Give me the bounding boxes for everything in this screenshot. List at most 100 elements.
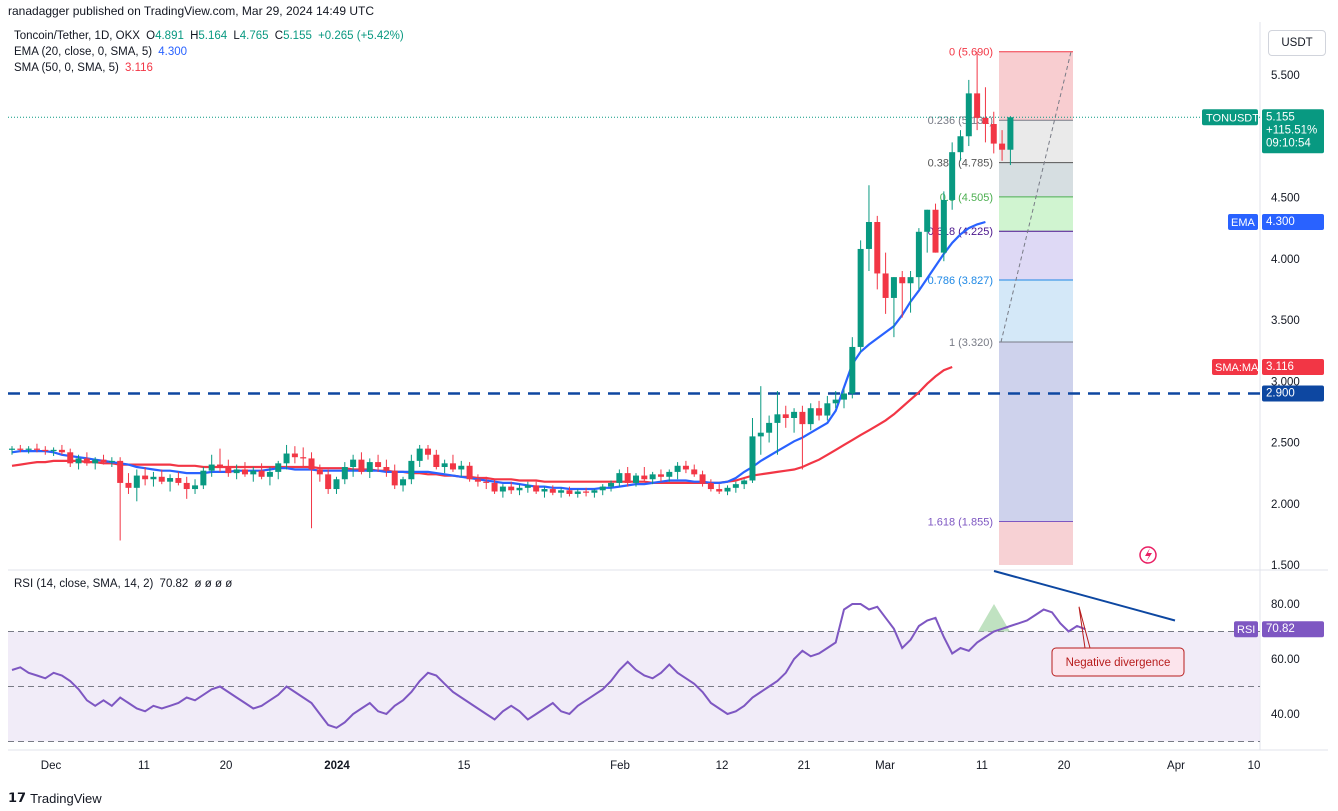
candle-body: [9, 448, 15, 450]
candle-body: [999, 143, 1006, 150]
candle-body: [599, 486, 606, 491]
low-label: L: [233, 30, 240, 42]
candle-body: [807, 408, 814, 425]
lightning-bolt-icon: [1145, 548, 1152, 562]
candle-body: [533, 485, 540, 492]
rsi-tick: 60.00: [1271, 654, 1300, 666]
candle-body: [316, 469, 323, 475]
candle-body: [583, 491, 590, 493]
candle-body: [682, 465, 689, 470]
candle-body: [1007, 117, 1014, 150]
candle-body: [117, 460, 124, 483]
time-tick: 20: [1058, 760, 1071, 772]
candle-body: [400, 479, 407, 486]
change-value: +0.265 (+5.42%): [318, 30, 404, 42]
alert-lightning-icon: [1139, 546, 1157, 564]
rsi-tag-text-0: 70.82: [1266, 623, 1295, 635]
candle-body: [666, 471, 673, 477]
rsi-legend-tail: ø ø ø ø: [194, 578, 233, 590]
candle-body: [466, 465, 473, 480]
candle-body: [499, 486, 506, 492]
candle-body: [58, 449, 65, 453]
candle-body: [782, 414, 789, 418]
publish-info: ranadagger published on TradingView.com,…: [8, 4, 374, 18]
candle-body: [358, 459, 365, 472]
candle-body: [458, 465, 465, 470]
candle-body: [649, 474, 656, 480]
price-tick: 2.500: [1271, 438, 1300, 450]
price-tick: 2.000: [1271, 499, 1300, 511]
candle-body: [474, 479, 481, 482]
time-tick: 12: [716, 760, 729, 772]
candle-body: [707, 482, 714, 490]
price-tick: 4.000: [1271, 254, 1300, 266]
candle-body: [749, 436, 756, 481]
fib-label-0: 0 (5.690): [949, 47, 993, 59]
footer: 𝟭𝟳 TradingView: [8, 790, 102, 806]
last-price-tag-text-2: 09:10:54: [1266, 137, 1311, 149]
candle-body: [433, 454, 440, 467]
ema-legend: EMA (20, close, 0, SMA, 5) 4.300: [14, 46, 190, 58]
sma-tag-bg: [1262, 359, 1324, 376]
candle-body: [633, 475, 639, 483]
time-tick: 15: [458, 760, 471, 772]
time-tick: 10: [1248, 760, 1261, 772]
candle-body: [608, 482, 615, 487]
candle-body: [541, 489, 548, 492]
price-tick: 5.500: [1271, 70, 1300, 82]
candle-body: [200, 470, 207, 486]
open-value: 4.891: [155, 30, 184, 42]
candle-body: [266, 471, 273, 477]
high-label: H: [190, 30, 199, 42]
candle-body: [865, 222, 872, 249]
sma-legend: SMA (50, 0, SMA, 5) 3.116: [14, 62, 156, 74]
candle-body: [125, 482, 132, 488]
candle-body: [483, 481, 490, 483]
candle-body: [17, 448, 24, 450]
candle-body: [375, 462, 382, 467]
candle-body: [982, 117, 989, 124]
candle-body: [241, 469, 248, 475]
candle-body: [824, 403, 831, 416]
candle-body: [965, 93, 972, 137]
sma-tag-text-0: 3.116: [1266, 361, 1294, 373]
candle-body: [391, 470, 398, 486]
fib-zone-0.786: [999, 279, 1073, 343]
currency-unit-button[interactable]: USDT: [1268, 30, 1326, 56]
ema-tag-label-bg: [1228, 214, 1258, 230]
candle-body: [674, 465, 681, 472]
candle-body: [774, 414, 781, 423]
ema-tag-label: EMA: [1231, 217, 1256, 229]
candle-body: [50, 449, 57, 452]
candle-body: [566, 490, 573, 494]
close-label: C: [274, 30, 284, 42]
candle-body: [549, 489, 556, 493]
candle-body: [250, 470, 257, 475]
candle-body: [741, 480, 748, 485]
candle-body: [857, 248, 864, 347]
rsi-tag-bg: [1262, 621, 1324, 638]
sma-tag-label: SMA:MA: [1215, 362, 1259, 374]
candle-body: [841, 393, 847, 400]
candle-body: [915, 231, 922, 278]
candle-body: [341, 467, 348, 480]
candle-body: [425, 448, 431, 455]
price-tick: 4.500: [1271, 193, 1300, 205]
fib-zone-0.618: [999, 231, 1073, 280]
fib-zone-0: [999, 51, 1073, 121]
candle-body: [383, 467, 390, 471]
divergence-annotation-text: Negative divergence: [1066, 657, 1171, 669]
candle-body: [508, 486, 515, 491]
ema-legend-label: EMA (20, close, 0, SMA, 5): [14, 46, 153, 58]
candle-body: [92, 459, 99, 464]
candle-body: [624, 473, 631, 483]
candle-body: [258, 470, 265, 477]
candle-body: [657, 474, 664, 477]
candle-body: [874, 222, 881, 274]
candle-body: [308, 458, 315, 470]
candle-body: [300, 457, 307, 459]
rsi-legend: RSI (14, close, SMA, 14, 2) 70.82 ø ø ø …: [14, 578, 235, 590]
candle-body: [940, 199, 947, 253]
candle-body: [217, 464, 223, 467]
